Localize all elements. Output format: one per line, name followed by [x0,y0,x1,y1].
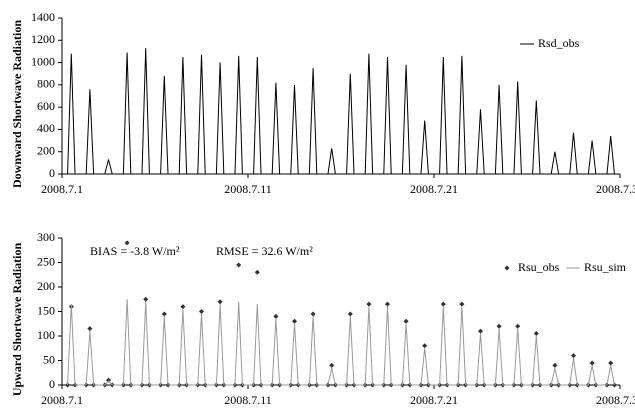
series-marker [273,313,279,319]
series-marker [422,343,428,349]
y-tick-label: 400 [37,121,55,135]
series-marker [589,360,595,366]
y-tick-label: 150 [37,303,55,317]
y-tick-label: 200 [37,279,55,293]
series-marker [533,331,539,337]
legend-label: Rsd_obs [538,36,580,50]
series-marker [217,299,223,305]
legend-swatch [504,265,510,271]
series-marker [459,301,465,307]
x-tick-label: 2008.7.31 [596,182,635,196]
annotation: RMSE = 32.6 W/m² [216,244,313,258]
x-tick-label: 2008.7.11 [224,393,272,407]
y-tick-label: 800 [37,77,55,91]
legend-label: Rsu_sim [584,260,627,274]
y-tick-label: 0 [49,166,55,180]
y-tick-label: 200 [37,143,55,157]
series-marker [180,304,186,310]
series-marker [347,311,353,317]
annotation: BIAS = -3.8 W/m² [90,244,180,258]
series-marker [254,269,260,275]
series-marker [515,323,521,329]
x-tick-label: 2008.7.11 [224,182,272,196]
x-tick-label: 2008.7.21 [410,393,458,407]
series-marker [496,323,502,329]
y-axis-label: Downward Shortwave Radiation [10,20,24,188]
x-tick-label: 2008.7.1 [41,393,83,407]
series-marker [478,328,483,334]
x-tick-label: 2008.7.31 [596,393,635,407]
y-axis-label: Upward Shortwave Radiation [10,243,24,397]
series-marker [143,296,149,302]
series-marker [161,311,167,317]
y-tick-label: 50 [43,352,55,366]
series-marker [236,262,242,268]
y-tick-label: 100 [37,328,55,342]
series-marker [292,318,297,324]
x-tick-label: 2008.7.21 [410,182,458,196]
series-marker [552,362,558,368]
y-tick-label: 0 [49,377,55,391]
series-marker [385,301,390,307]
series-marker [440,301,446,307]
series-marker [403,318,409,324]
y-tick-label: 600 [37,99,55,113]
series-marker [329,362,335,368]
series-marker [199,309,204,314]
series-line [67,299,615,386]
y-tick-label: 1200 [31,32,55,46]
series-marker [87,326,93,332]
y-tick-label: 1400 [31,10,55,24]
legend-label: Rsu_obs [518,260,560,274]
series-marker [106,377,111,383]
series-marker [571,353,576,359]
x-tick-label: 2008.7.1 [41,182,83,196]
y-tick-label: 300 [37,230,55,244]
series-marker [366,301,372,307]
series-line [67,48,615,175]
series-marker [608,360,614,366]
y-tick-label: 1000 [31,54,55,68]
y-tick-label: 250 [37,254,55,268]
series-marker [124,240,130,246]
series-marker [310,311,316,317]
